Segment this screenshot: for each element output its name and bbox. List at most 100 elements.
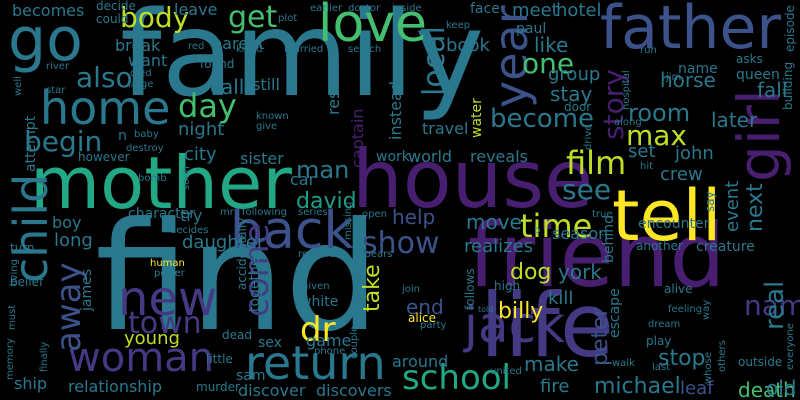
word-old: old: [766, 376, 797, 400]
word-could: could: [96, 12, 129, 26]
word-jim: jim: [666, 72, 682, 83]
word-call: call: [210, 75, 245, 99]
word-hospital: hospital: [621, 70, 632, 110]
word-feeling: feeling: [668, 304, 703, 315]
word-realizes: realizes: [464, 236, 534, 257]
word-daughter: daughter: [182, 232, 265, 253]
word-room: room: [628, 99, 691, 127]
word-meet: meet: [512, 0, 559, 21]
word-door: door: [564, 100, 592, 114]
word-dream: dream: [648, 319, 681, 330]
word-attempt: attempt: [23, 115, 39, 172]
word-end: end: [406, 295, 444, 319]
word-way: way: [701, 299, 712, 320]
word-soon: soon: [181, 166, 192, 190]
word-encounter: encounter: [638, 216, 710, 232]
word-father: father: [600, 0, 782, 63]
word-move: move: [466, 210, 522, 234]
word-tell: tell: [612, 175, 722, 257]
word-escape: escape: [607, 288, 623, 338]
word-back: back: [230, 201, 354, 261]
word-group: group: [548, 64, 601, 85]
word-n: n: [118, 128, 127, 144]
word-accidentally: accidentally: [235, 217, 249, 290]
word-well: well: [13, 76, 24, 96]
word-rescue: rescue: [324, 61, 343, 115]
word-human: human: [150, 258, 185, 269]
word-travel: travel: [422, 119, 469, 138]
word-high: high: [494, 279, 521, 293]
word-time: time: [520, 207, 593, 245]
word-relationship: relationship: [68, 377, 163, 396]
word-james: james: [79, 268, 95, 311]
word-named: named: [744, 289, 800, 322]
word-another: another: [636, 239, 683, 253]
word-run: run: [640, 45, 657, 56]
word-river: river: [46, 61, 70, 72]
word-crew: crew: [660, 164, 703, 185]
word-murder: murder: [196, 380, 240, 394]
word-character: character: [128, 206, 196, 222]
word-whose: whose: [703, 352, 714, 384]
word-set: set: [628, 141, 656, 162]
word-revealed: revealed: [298, 249, 342, 260]
word-house: house: [352, 133, 594, 226]
word-bomb: bomb: [138, 173, 167, 184]
word-destroy: destroy: [126, 143, 164, 154]
word-power: power: [154, 268, 185, 279]
word-new: new: [118, 271, 218, 327]
word-home: home: [40, 81, 171, 135]
word-later: later: [711, 108, 758, 132]
word-appears: appears: [352, 249, 393, 260]
word-along: along: [614, 117, 642, 128]
word-series: series: [298, 207, 328, 218]
word-walk: walk: [612, 358, 635, 369]
word-mr: mr: [220, 207, 234, 218]
word-parent: parent: [212, 34, 265, 53]
word-try: try: [180, 206, 203, 225]
word-discover: discover: [238, 381, 306, 400]
word-dr: dr: [300, 310, 336, 350]
word-keep: keep: [446, 20, 471, 31]
word-hotel: hotel: [556, 0, 602, 21]
word-died: died: [130, 68, 152, 79]
word-book: book: [446, 35, 490, 56]
word-ship: ship: [14, 374, 48, 393]
word-event: event: [722, 180, 743, 232]
word-family: family: [120, 0, 485, 123]
word-billy: billy: [498, 299, 544, 324]
word-play: play: [646, 334, 672, 348]
word-jack: jack: [464, 296, 565, 354]
word-dog: dog: [510, 260, 552, 285]
word-however: however: [78, 150, 130, 164]
word-horse: horse: [660, 68, 716, 92]
word-paul: paul: [516, 21, 547, 37]
word-take: take: [360, 264, 385, 312]
word-get: get: [228, 0, 278, 35]
word-want: want: [128, 51, 168, 70]
word-killed: killed: [236, 44, 263, 55]
word-outside: outside: [738, 355, 783, 369]
word-turn: turn: [10, 241, 35, 255]
word-mother: mother: [30, 141, 292, 225]
word-found: found: [200, 57, 235, 71]
word-decide: decide: [96, 0, 136, 13]
word-large: large: [128, 79, 154, 90]
word-finally: finally: [39, 341, 50, 372]
word-becomes: becomes: [12, 1, 85, 20]
word-young: young: [124, 328, 180, 349]
word-baby: baby: [134, 129, 159, 140]
word-day: day: [178, 87, 237, 125]
word-leave: leave: [174, 0, 218, 19]
word-still: still: [252, 75, 280, 94]
word-drive: drive: [583, 124, 594, 150]
word-long: long: [54, 230, 93, 251]
word-love: love: [318, 0, 428, 54]
word-return: return: [245, 336, 386, 390]
word-discovers: discovers: [316, 381, 392, 400]
word-phone: phone: [314, 346, 346, 357]
word-say: say: [703, 191, 717, 212]
word-belief: belief: [10, 275, 44, 289]
word-one: one: [522, 47, 575, 80]
word-stop: stop: [658, 346, 706, 371]
